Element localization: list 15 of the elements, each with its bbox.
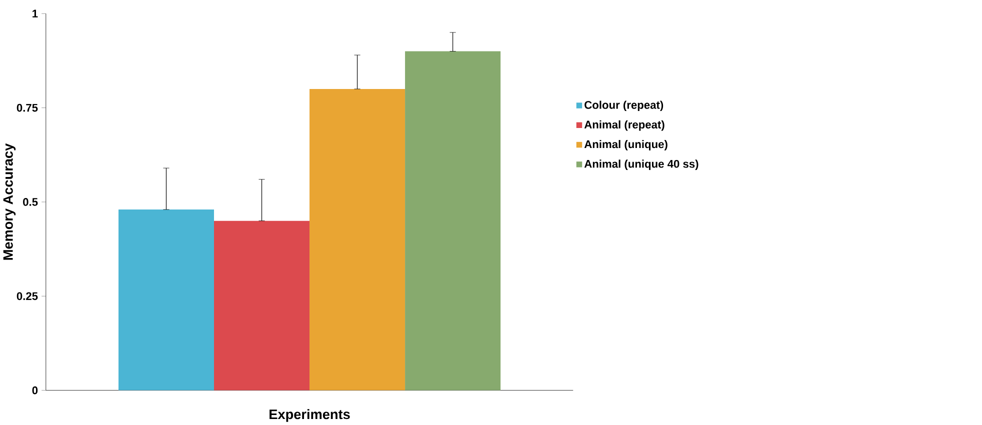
- y-tick-label: 0.75: [16, 104, 38, 112]
- y-tick-label: 0: [32, 386, 38, 394]
- bar: [214, 220, 310, 390]
- legend-label: Animal (unique 40 ss): [584, 160, 698, 170]
- y-axis-title: Memory Accuracy: [3, 143, 16, 260]
- bar: [405, 51, 501, 390]
- y-tick-label: 1: [32, 10, 38, 18]
- bar: [310, 88, 406, 390]
- x-axis-title: Experiments: [270, 409, 350, 422]
- bar: [118, 209, 214, 390]
- y-tick-label: 0.5: [23, 198, 38, 206]
- legend-label: Colour (repeat): [584, 100, 664, 111]
- legend-label: Animal (unique): [584, 140, 668, 150]
- y-tick-label: 0.25: [16, 292, 38, 300]
- legend-label: Animal (repeat): [584, 120, 664, 131]
